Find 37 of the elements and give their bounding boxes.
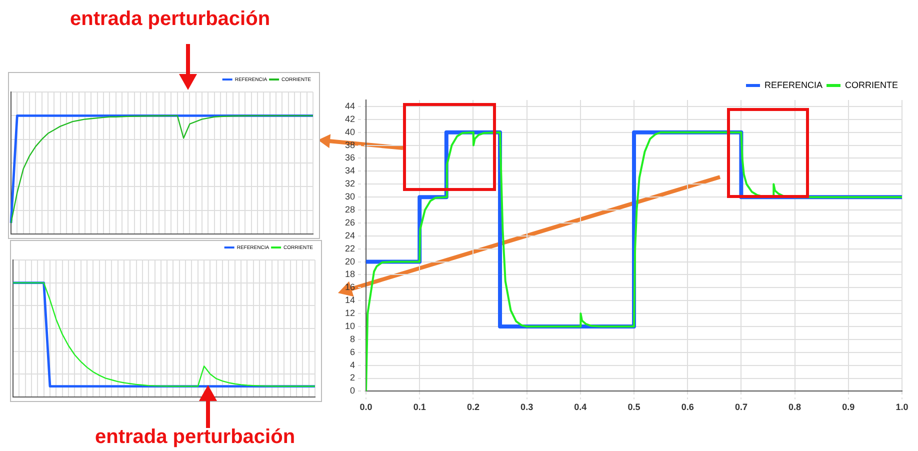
y-tick-label: 2	[350, 372, 356, 383]
y-tick-label: 16	[344, 282, 356, 292]
x-tick-label: 0.4	[574, 402, 587, 412]
legend-label: REFERENCIA	[764, 80, 823, 90]
y-tick-label: 6	[350, 346, 356, 357]
x-tick-label: 0.0	[360, 402, 372, 412]
x-tick-label: 0.3	[520, 402, 534, 412]
x-tick-label: 0.8	[788, 402, 802, 412]
y-tick-label: 28	[344, 204, 356, 214]
x-tick-label: 0.1	[413, 402, 426, 412]
y-tick-label: 26	[344, 217, 356, 228]
y-tick-label: 0	[350, 386, 356, 396]
x-tick-label: 1.0	[896, 402, 908, 412]
text: entrada perturbación	[70, 8, 270, 31]
y-tick-label: 30	[344, 192, 356, 202]
y-tick-label: 18	[344, 269, 356, 280]
y-tick-label: 20	[344, 256, 356, 266]
y-tick-label: 24	[344, 230, 356, 240]
y-tick-label: 14	[344, 295, 356, 306]
y-tick-label: 4	[350, 360, 356, 370]
y-tick-label: 40	[344, 126, 356, 137]
y-tick-label: 12	[344, 308, 356, 318]
y-tick-label: 10	[344, 320, 356, 331]
y-tick-label: 32	[344, 178, 356, 189]
y-tick-label: 22	[344, 243, 356, 254]
x-tick-label: 0.6	[681, 402, 694, 412]
y-tick-label: 44	[344, 100, 356, 111]
legend-label: CORRIENTE	[845, 80, 898, 90]
y-tick-label: 34	[344, 166, 356, 176]
x-tick-label: 0.7	[734, 402, 748, 412]
y-tick-label: 36	[344, 152, 356, 163]
text: entrada perturbación	[95, 426, 296, 449]
y-tick-label: 42	[344, 114, 356, 124]
y-tick-label: 8	[350, 334, 356, 344]
x-tick-label: 0.5	[628, 402, 640, 412]
x-tick-label: 0.2	[466, 402, 480, 412]
x-tick-label: 0.9	[842, 402, 855, 412]
